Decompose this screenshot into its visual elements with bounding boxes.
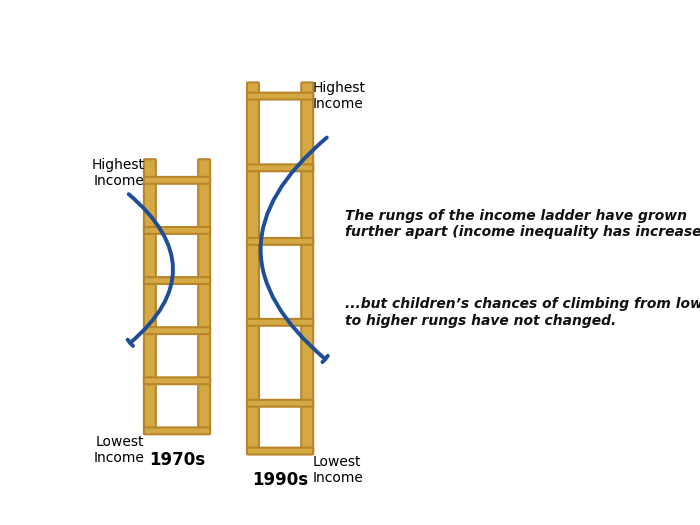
FancyBboxPatch shape: [247, 92, 313, 100]
FancyBboxPatch shape: [247, 448, 313, 455]
FancyBboxPatch shape: [144, 327, 210, 334]
FancyBboxPatch shape: [301, 82, 313, 452]
FancyBboxPatch shape: [247, 164, 313, 171]
FancyBboxPatch shape: [247, 82, 259, 452]
FancyBboxPatch shape: [198, 159, 210, 432]
FancyBboxPatch shape: [247, 238, 313, 245]
Text: The rungs of the income ladder have grown
further apart (income inequality has i: The rungs of the income ladder have grow…: [345, 208, 700, 239]
FancyBboxPatch shape: [144, 377, 210, 384]
Text: Lowest
Income: Lowest Income: [313, 455, 363, 485]
FancyBboxPatch shape: [144, 159, 156, 432]
Text: Highest
Income: Highest Income: [313, 81, 365, 111]
FancyBboxPatch shape: [144, 177, 210, 184]
Text: ...but children’s chances of climbing from lower
to higher rungs have not change: ...but children’s chances of climbing fr…: [345, 298, 700, 328]
Text: Lowest
Income: Lowest Income: [94, 435, 144, 465]
Text: 1990s: 1990s: [252, 471, 308, 489]
FancyBboxPatch shape: [247, 319, 313, 326]
FancyBboxPatch shape: [247, 400, 313, 407]
FancyBboxPatch shape: [144, 427, 210, 434]
Text: 1970s: 1970s: [149, 451, 205, 469]
FancyBboxPatch shape: [144, 227, 210, 234]
FancyBboxPatch shape: [144, 277, 210, 284]
Text: Highest
Income: Highest Income: [92, 158, 144, 188]
